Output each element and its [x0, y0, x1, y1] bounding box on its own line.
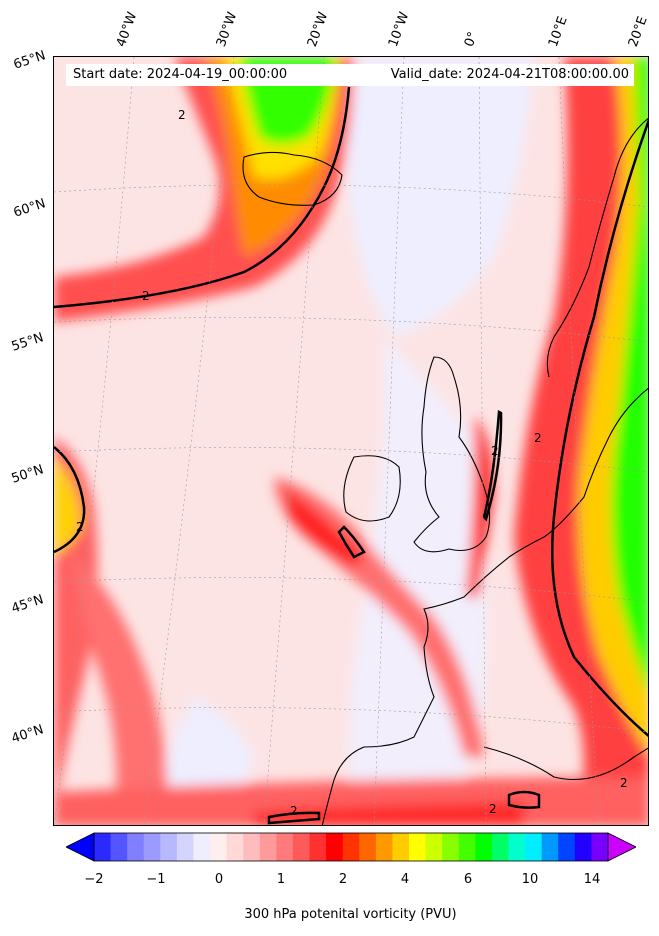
coastlines [242, 117, 648, 825]
colorbar-tick: 14 [583, 872, 601, 887]
contour-label: 2 [290, 804, 298, 818]
colorbar-cell [541, 833, 559, 861]
colorbar-cell [458, 833, 476, 861]
colorbar-cell [127, 833, 145, 861]
valid-date-text: Valid_date: 2024-04-21T08:00:00.00 [390, 67, 629, 82]
colorbar-cell [525, 833, 543, 861]
colorbar-cell [392, 833, 410, 861]
colorbar-cell [160, 833, 178, 861]
colorbar-cell [309, 833, 327, 861]
colorbar-tick: −2 [84, 872, 104, 887]
colorbar-tick: 10 [521, 872, 539, 887]
colorbar-cell [226, 833, 244, 861]
colorbar-cell [359, 833, 377, 861]
map-panel: 2 2 2 2 2 2 2 2 [53, 56, 649, 826]
colorbar-min-extend [66, 832, 95, 862]
colorbar-cell [508, 833, 526, 861]
colorbar-max-extend [607, 832, 636, 862]
colorbar-cell [276, 833, 294, 861]
colorbar-tick: 6 [463, 872, 473, 887]
date-header: Start date: 2024-04-19_00:00:00 Valid_da… [66, 64, 634, 86]
lat-label-40n: 40°N [9, 722, 46, 747]
colorbar-cell [176, 833, 194, 861]
pv-2-contours [54, 86, 648, 825]
lat-label-45n: 45°N [9, 592, 46, 617]
colorbar-cell [259, 833, 277, 861]
lat-label-50n: 50°N [9, 462, 46, 487]
pv-field [54, 57, 648, 825]
colorbar-cell [491, 833, 510, 861]
colorbar-cell [94, 833, 112, 861]
lon-label-20w: 20°W [304, 10, 332, 49]
contour-labels: 2 2 2 2 2 2 2 2 [76, 108, 628, 818]
colorbar-cell [425, 833, 443, 861]
colorbar-cell [591, 833, 609, 861]
lat-label-55n: 55°N [9, 330, 46, 355]
colorbar-label: 300 hPa potenital vorticity (PVU) [244, 907, 457, 922]
colorbar-cell [442, 833, 460, 861]
colorbar-cell [375, 833, 393, 861]
colorbar-cell [243, 833, 261, 861]
colorbar-cell [110, 833, 128, 861]
contour-label: 2 [489, 802, 497, 816]
colorbar-cell [475, 833, 493, 861]
contour-label: 2 [76, 520, 84, 534]
lon-label-10w: 10°W [385, 10, 413, 49]
lat-label-60n: 60°N [11, 196, 48, 221]
start-date-text: Start date: 2024-04-19_00:00:00 [73, 67, 288, 82]
colorbar-tick: 1 [276, 872, 286, 887]
colorbar-cell [210, 833, 228, 861]
colorbar-cell [292, 833, 311, 861]
colorbar-tick: 4 [400, 872, 410, 887]
colorbar-cell [558, 833, 576, 861]
colorbar-cell [143, 833, 161, 861]
graticule [54, 57, 648, 825]
contour-label: 2 [620, 776, 628, 790]
colorbar-cell [574, 833, 592, 861]
colorbar-tick: 0 [214, 872, 224, 887]
pv-map: 2 2 2 2 2 2 2 2 [54, 57, 648, 825]
lon-label-10e: 10°E [545, 14, 571, 50]
colorbar [66, 832, 636, 862]
contour-label: 2 [142, 289, 150, 303]
colorbar-cell [409, 833, 427, 861]
lon-label-20e: 20°E [625, 14, 651, 50]
lat-label-65n: 65°N [11, 48, 48, 73]
contour-label: 2 [491, 444, 499, 458]
colorbar-cell [342, 833, 360, 861]
lon-label-30w: 30°W [213, 10, 241, 49]
colorbar-cell [193, 833, 211, 861]
contour-label: 2 [178, 108, 186, 122]
colorbar-tick: 2 [338, 872, 348, 887]
colorbar-cell [326, 833, 344, 861]
lon-label-0: 0° [461, 29, 482, 49]
contour-label: 2 [534, 431, 542, 445]
lon-label-40w: 40°W [113, 10, 141, 49]
colorbar-tick: −1 [146, 872, 166, 887]
